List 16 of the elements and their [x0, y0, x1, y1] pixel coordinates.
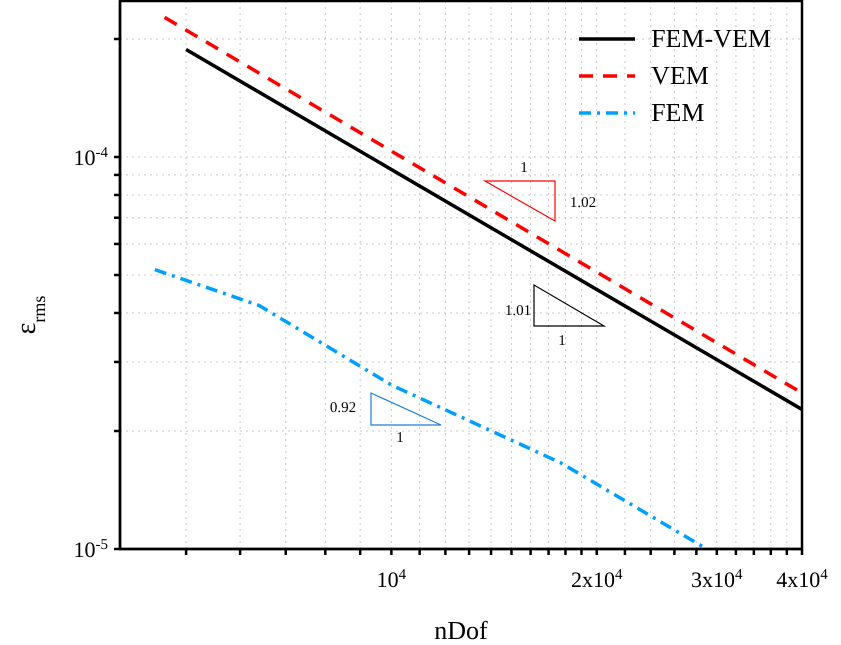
x-axis-title: nDof [434, 616, 488, 645]
legend-label: FEM [651, 98, 705, 128]
annotation: 0.92 [330, 400, 356, 416]
x-tick-label: 3x10$^{4}$ [691, 567, 744, 592]
y-tick-label: 10$^{-5}$ [74, 537, 108, 562]
legend-label: FEM-VEM [651, 24, 771, 54]
annotation: 1.02 [570, 195, 596, 211]
annotation: 1.01 [504, 303, 532, 319]
y-tick-label: 10$^{-4}$ [74, 144, 108, 170]
annotation: 1 [558, 333, 566, 349]
x-tick-label: 2x10$^{4}$ [570, 567, 623, 592]
annotation: 1 [396, 430, 404, 446]
x-tick-label: 10$^{4}$ [376, 567, 407, 592]
annotation: 1 [520, 160, 528, 176]
x-tick-label: 4x10$^{4}$ [776, 567, 828, 592]
legend-label: VEM [651, 60, 709, 90]
